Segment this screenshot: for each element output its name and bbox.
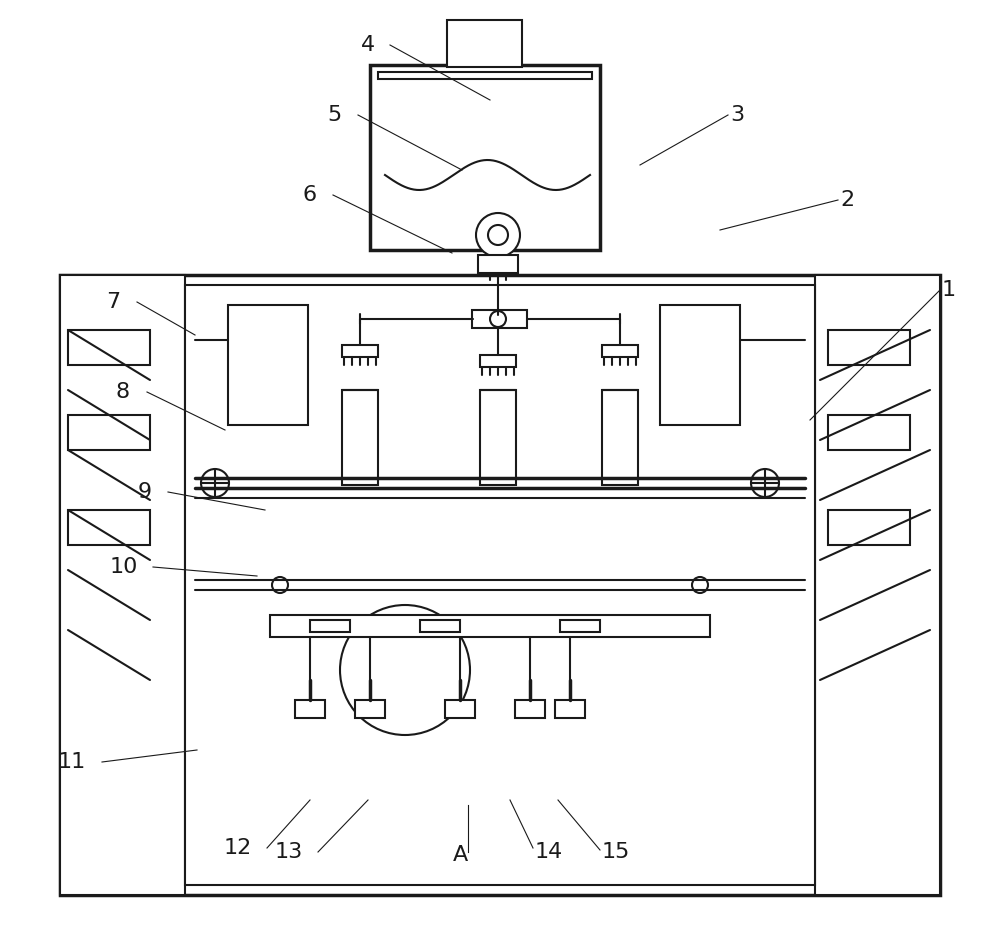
Bar: [472, 310, 527, 328]
Text: 11: 11: [58, 752, 86, 772]
Bar: [60, 275, 940, 895]
Text: 10: 10: [110, 557, 138, 577]
Bar: [660, 305, 740, 425]
Bar: [815, 275, 940, 895]
Circle shape: [201, 469, 229, 497]
Bar: [310, 620, 350, 632]
Circle shape: [272, 577, 288, 593]
Text: 15: 15: [602, 842, 630, 862]
Bar: [270, 615, 710, 637]
Bar: [602, 390, 638, 485]
Circle shape: [476, 213, 520, 257]
Bar: [515, 700, 545, 718]
Bar: [447, 20, 522, 67]
Bar: [378, 72, 592, 79]
Bar: [480, 390, 516, 485]
Text: 13: 13: [275, 842, 303, 862]
Bar: [342, 345, 378, 357]
Bar: [370, 65, 600, 250]
Bar: [68, 330, 150, 365]
Circle shape: [340, 605, 470, 735]
Bar: [60, 275, 185, 895]
Bar: [420, 620, 460, 632]
Circle shape: [692, 577, 708, 593]
Text: A: A: [452, 845, 468, 865]
Bar: [228, 305, 308, 425]
Bar: [828, 415, 910, 450]
Bar: [342, 390, 378, 485]
Circle shape: [490, 311, 506, 327]
Text: 1: 1: [942, 280, 956, 300]
Text: 12: 12: [224, 838, 252, 858]
Circle shape: [488, 225, 508, 245]
Text: 7: 7: [106, 292, 120, 312]
Text: 8: 8: [116, 382, 130, 402]
Bar: [68, 510, 150, 545]
Bar: [355, 700, 385, 718]
Bar: [560, 620, 600, 632]
Bar: [295, 700, 325, 718]
Text: 9: 9: [138, 482, 152, 502]
Bar: [185, 285, 815, 885]
Bar: [480, 355, 516, 367]
Text: 2: 2: [840, 190, 854, 210]
Bar: [602, 345, 638, 357]
Text: 3: 3: [730, 105, 744, 125]
Bar: [555, 700, 585, 718]
Text: 4: 4: [361, 35, 375, 55]
Text: 5: 5: [328, 105, 342, 125]
Text: 14: 14: [535, 842, 563, 862]
Text: 6: 6: [303, 185, 317, 205]
Bar: [478, 255, 518, 273]
Bar: [828, 330, 910, 365]
Bar: [828, 510, 910, 545]
Bar: [445, 700, 475, 718]
Bar: [68, 415, 150, 450]
Circle shape: [751, 469, 779, 497]
